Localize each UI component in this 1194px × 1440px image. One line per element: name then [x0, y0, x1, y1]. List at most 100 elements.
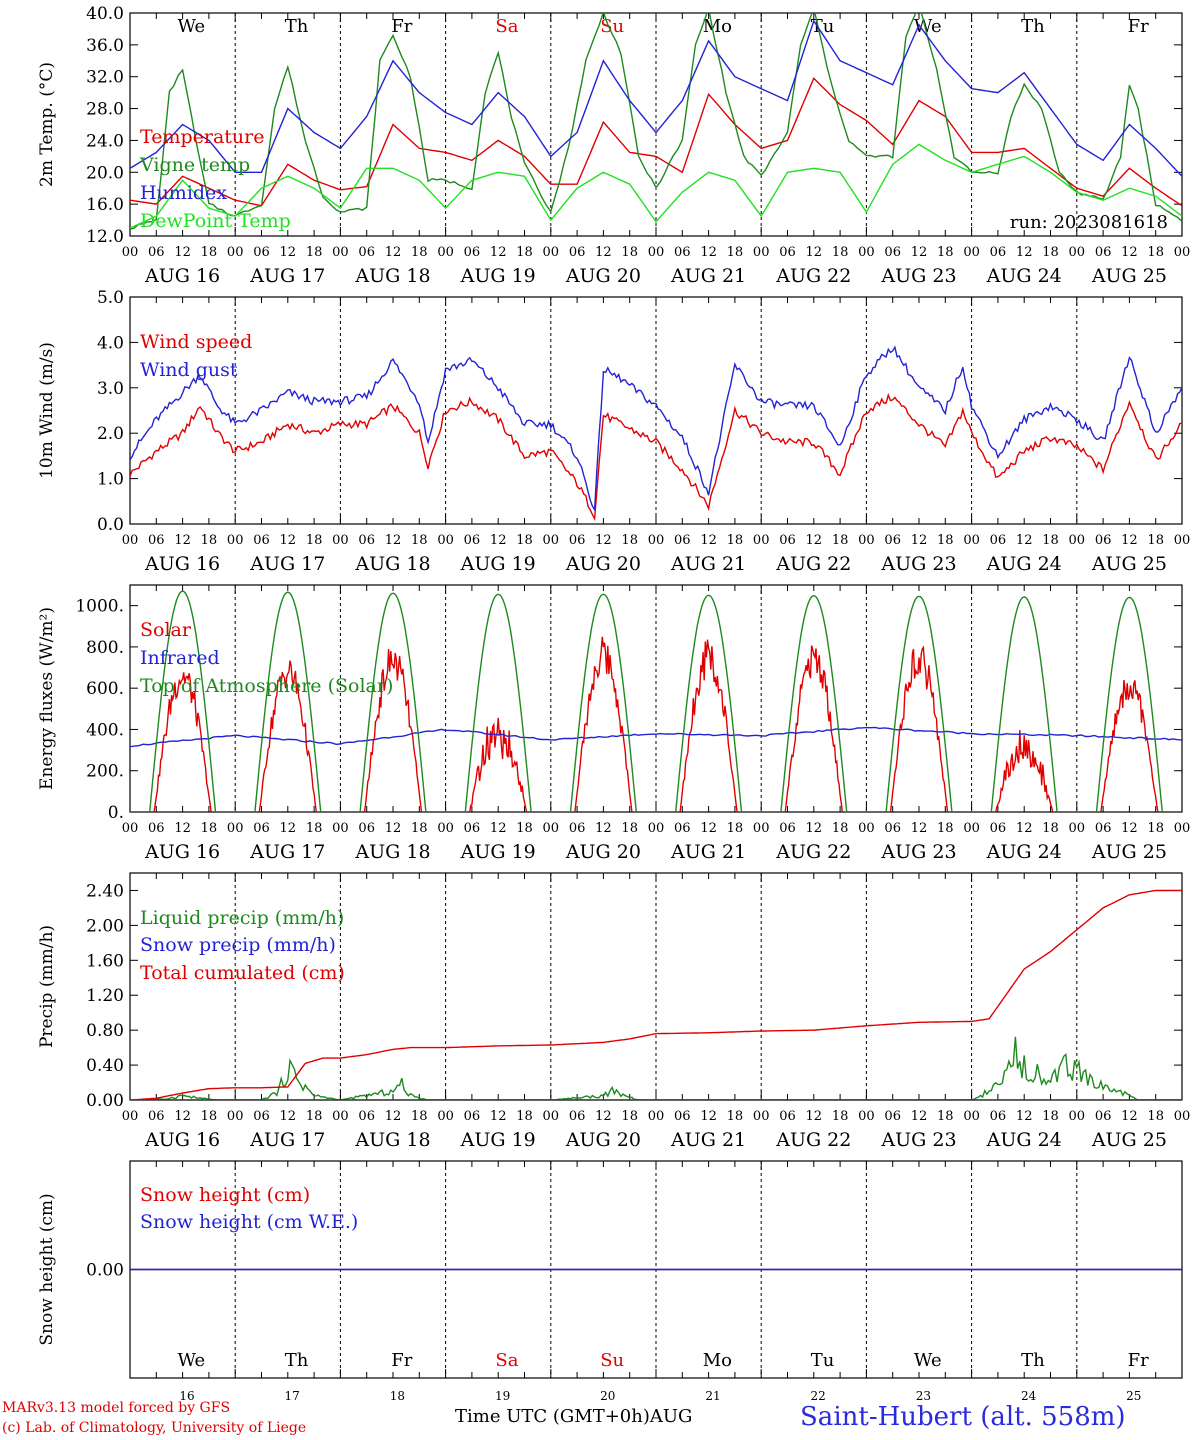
hour-tick-label: 18: [411, 821, 428, 836]
hour-tick-label: 18: [306, 245, 323, 260]
day-number-label: 23: [916, 1389, 931, 1403]
legend-liquid-precip-mm-h: Liquid precip (mm/h): [140, 907, 344, 929]
day-name: Fr: [1128, 1350, 1149, 1371]
y-tick-label: 1.0: [97, 470, 124, 490]
y-axis-label: 2m Temp. (°C): [37, 62, 57, 187]
y-axis-label: 10m Wind (m/s): [37, 342, 57, 479]
day-name: We: [914, 16, 942, 37]
y-tick-label: 0.: [108, 803, 124, 823]
hour-tick-label: 06: [674, 821, 691, 836]
date-label: AUG 22: [775, 553, 851, 575]
hour-tick-label: 18: [516, 245, 533, 260]
hour-tick-label: 12: [1121, 821, 1138, 836]
y-tick-label: 40.0: [86, 4, 124, 24]
hour-tick-label: 06: [253, 245, 270, 260]
hour-tick-label: 18: [937, 821, 954, 836]
hour-tick-label: 12: [490, 821, 507, 836]
date-label: AUG 22: [775, 265, 851, 287]
hour-tick-label: 12: [595, 533, 612, 548]
hour-tick-label: 18: [621, 821, 638, 836]
hour-tick-label: 18: [937, 533, 954, 548]
hour-tick-label: 06: [990, 1109, 1007, 1124]
day-name: Fr: [391, 1350, 412, 1371]
hour-tick-label: 18: [832, 821, 849, 836]
day-number-label: 24: [1021, 1389, 1037, 1403]
date-label: AUG 23: [880, 265, 956, 287]
legend-snow-precip-mm-h: Snow precip (mm/h): [140, 934, 336, 956]
hour-tick-label: 06: [253, 1109, 270, 1124]
panel-3: 0. 200. 400. 600. 800. 1000. Energy fluxes (W/…: [37, 584, 1190, 863]
hour-tick-label: 06: [779, 245, 796, 260]
hour-tick-label: 00: [963, 1109, 980, 1124]
hour-tick-label: 18: [516, 821, 533, 836]
hour-tick-label: 06: [884, 1109, 901, 1124]
panel-5: 0.00 Snow height (cm) We Th Fr Sa Su Mo Tu We Th Fr…: [37, 1160, 1183, 1403]
hour-tick-label: 06: [358, 1109, 375, 1124]
hour-tick-label: 12: [1016, 533, 1033, 548]
hour-tick-label: 18: [201, 245, 218, 260]
hour-tick-label: 00: [437, 1109, 454, 1124]
hour-tick-label: 12: [806, 533, 823, 548]
y-tick-label: 12.0: [86, 227, 124, 247]
hour-tick-label: 06: [1095, 1109, 1112, 1124]
date-label: AUG 20: [565, 553, 641, 575]
hour-tick-label: 00: [227, 245, 244, 260]
hour-tick-label: 06: [1095, 245, 1112, 260]
hour-tick-label: 12: [490, 245, 507, 260]
hour-tick-label: 00: [227, 821, 244, 836]
legend-temperature: Temperature: [140, 126, 264, 148]
date-label: AUG 24: [986, 841, 1062, 863]
hour-tick-label: 18: [1042, 533, 1059, 548]
hour-tick-label: 12: [174, 1109, 191, 1124]
day-name: Fr: [391, 16, 412, 37]
hour-tick-label: 06: [253, 533, 270, 548]
series-total-cumulated-cm: [130, 889, 1182, 1100]
hour-tick-label: 12: [700, 245, 717, 260]
hour-tick-label: 18: [306, 533, 323, 548]
hour-tick-label: 00: [437, 245, 454, 260]
hour-tick-label: 12: [174, 245, 191, 260]
hour-tick-label: 12: [174, 821, 191, 836]
date-label: AUG 25: [1091, 841, 1167, 863]
hour-tick-label: 12: [595, 1109, 612, 1124]
hour-tick-label: 06: [569, 245, 586, 260]
date-label: AUG 25: [1091, 553, 1167, 575]
hour-tick-label: 06: [358, 821, 375, 836]
hour-tick-label: 18: [621, 1109, 638, 1124]
hour-tick-label: 18: [516, 533, 533, 548]
hour-tick-label: 12: [280, 1109, 297, 1124]
hour-tick-label: 12: [1121, 533, 1138, 548]
day-number-label: 18: [390, 1389, 405, 1403]
x-axis-title: Time UTC (GMT+0h)AUG: [455, 1406, 693, 1427]
day-name: We: [178, 16, 206, 37]
hour-tick-label: 06: [464, 1109, 481, 1124]
date-label: AUG 19: [460, 841, 536, 863]
hour-tick-label: 00: [753, 821, 770, 836]
y-tick-label: 1.60: [86, 951, 124, 971]
hour-tick-label: 18: [201, 1109, 218, 1124]
hour-tick-label: 00: [332, 1109, 349, 1124]
hour-tick-label: 12: [280, 533, 297, 548]
day-name: Th: [1021, 16, 1045, 37]
date-label: AUG 16: [144, 1129, 220, 1151]
date-label: AUG 19: [460, 265, 536, 287]
plot-area: [130, 590, 1182, 812]
hour-tick-label: 06: [779, 1109, 796, 1124]
date-label: AUG 17: [249, 841, 325, 863]
y-tick-label: 28.0: [86, 100, 124, 120]
hour-tick-label: 12: [700, 533, 717, 548]
y-tick-label: 32.0: [86, 68, 124, 88]
panel-1: 12.0 16.0 20.0 24.0 28.0 32.0 36.0 40.0 2m Temp.…: [37, 4, 1190, 287]
legend-snow-height-cm-w-e: Snow height (cm W.E.): [140, 1211, 358, 1233]
hour-tick-label: 18: [516, 1109, 533, 1124]
legend-vigne-temp: Vigne temp: [139, 154, 250, 176]
hour-tick-label: 06: [569, 821, 586, 836]
hour-tick-label: 00: [648, 533, 665, 548]
legend-solar: Solar: [140, 619, 192, 641]
hour-tick-label: 12: [806, 1109, 823, 1124]
hour-tick-label: 06: [148, 245, 165, 260]
hour-tick-label: 00: [858, 245, 875, 260]
series-infrared: [130, 726, 1182, 748]
hour-tick-label: 12: [1121, 1109, 1138, 1124]
hour-tick-label: 00: [332, 821, 349, 836]
